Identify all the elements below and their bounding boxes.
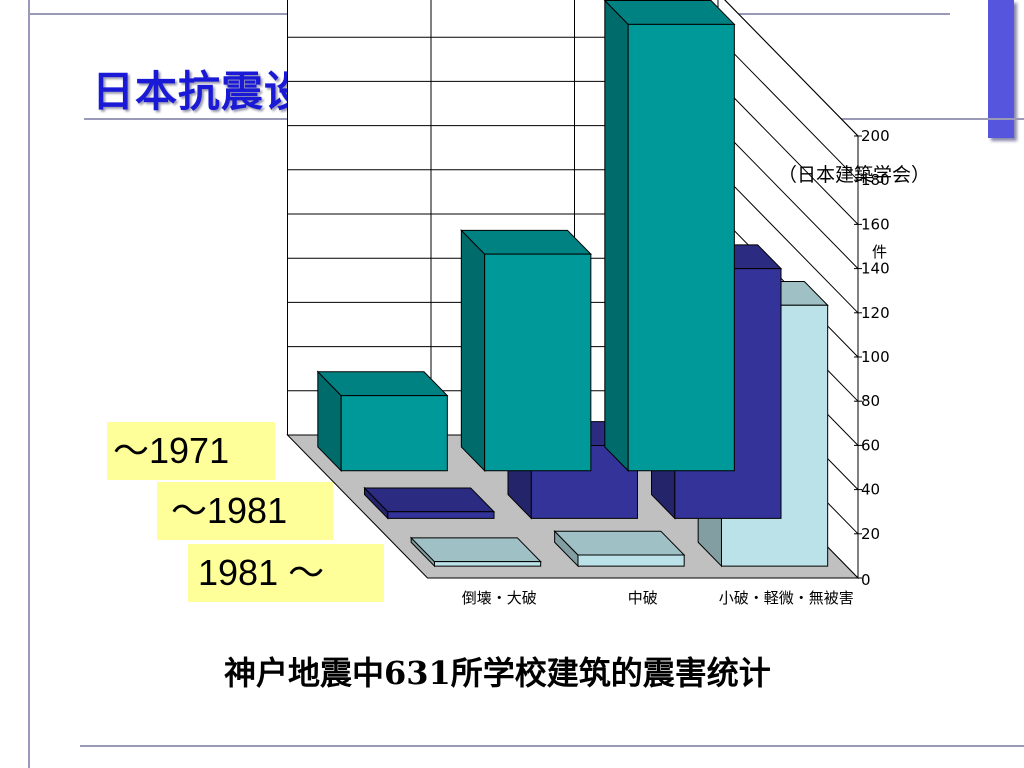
gridline-side <box>717 169 859 314</box>
y-tick-label: 20 <box>861 525 880 543</box>
y-tick-label: 60 <box>861 436 880 454</box>
source-note: （日本建築学会） <box>778 164 931 186</box>
chart-caption: 神户地震中631所学校建筑的震害统计 <box>224 654 771 692</box>
left-border-line <box>28 0 30 768</box>
bar-top <box>603 0 736 25</box>
bar-front <box>577 554 685 567</box>
legend-series-post1981-text: 1981 ～ <box>198 552 325 593</box>
y-axis-unit-label: 件 <box>872 243 888 261</box>
x-category-label: 小破・軽微・無被害 <box>719 589 854 607</box>
y-tick-label: 80 <box>861 392 880 410</box>
bar-top <box>553 530 686 556</box>
x-category-label: 倒壊・大破 <box>462 589 537 607</box>
right-accent-bar <box>988 0 1014 138</box>
bar-side <box>604 0 629 472</box>
gridline-side <box>717 125 859 269</box>
bar-top <box>460 229 593 255</box>
y-tick-label: 160 <box>861 215 890 233</box>
bar-front <box>387 511 495 519</box>
bar-front <box>627 23 735 472</box>
legend-series-1981: ～1981 <box>157 482 333 540</box>
y-tick-label: 40 <box>861 481 880 499</box>
x-category-label: 中破 <box>628 589 658 607</box>
legend-series-1981-text: ～1981 <box>171 490 288 531</box>
bar-front <box>340 395 448 472</box>
y-tick-label: 0 <box>861 571 871 589</box>
bar-top <box>316 371 449 397</box>
gridline-side <box>717 36 859 181</box>
bar-front <box>433 561 542 567</box>
gridline-side <box>717 81 859 225</box>
bottom-border-line <box>80 745 1024 747</box>
bar-top <box>363 487 496 513</box>
legend-series-post1981: 1981 ～ <box>188 544 384 602</box>
y-tick-label: 100 <box>861 348 890 366</box>
bar-front <box>484 253 592 472</box>
legend-series-1971: ～1971 <box>107 422 275 480</box>
legend-series-1971-text: ～1971 <box>113 430 230 471</box>
bar-side <box>460 229 486 472</box>
y-tick-label: 180 <box>861 171 890 189</box>
gridline-side <box>724 0 859 137</box>
y-tick-label: 120 <box>861 304 890 322</box>
bar-top <box>409 537 542 563</box>
y-tick-label: 140 <box>861 260 890 278</box>
y-tick-label: 200 <box>861 127 890 145</box>
